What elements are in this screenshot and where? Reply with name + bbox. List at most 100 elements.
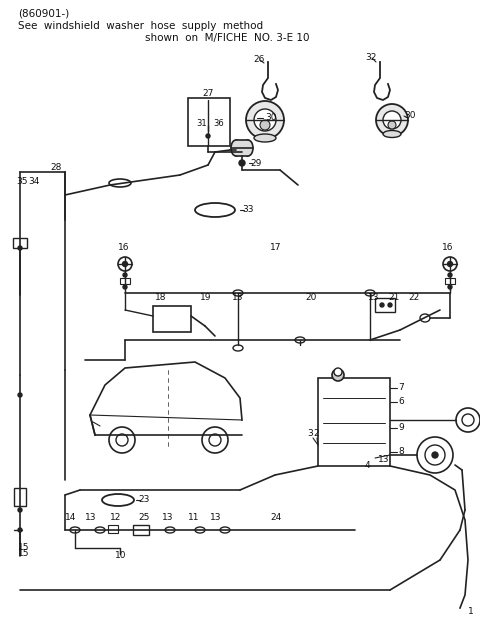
Text: 32: 32 bbox=[365, 54, 376, 63]
Circle shape bbox=[246, 101, 284, 139]
Circle shape bbox=[254, 109, 276, 131]
Text: 13: 13 bbox=[162, 514, 173, 523]
Circle shape bbox=[332, 369, 344, 381]
Text: 13: 13 bbox=[368, 293, 380, 302]
Text: 6: 6 bbox=[398, 397, 404, 406]
Circle shape bbox=[18, 393, 22, 397]
Ellipse shape bbox=[365, 290, 375, 296]
Ellipse shape bbox=[220, 527, 230, 533]
Bar bbox=[153, 306, 191, 332]
Text: 16: 16 bbox=[442, 244, 454, 253]
Text: 9: 9 bbox=[398, 424, 404, 433]
Text: 30: 30 bbox=[265, 114, 276, 122]
Circle shape bbox=[202, 427, 228, 453]
Text: 16: 16 bbox=[118, 244, 130, 253]
Ellipse shape bbox=[295, 337, 305, 343]
Text: 15: 15 bbox=[18, 544, 29, 553]
Ellipse shape bbox=[102, 494, 134, 506]
Ellipse shape bbox=[70, 527, 80, 533]
Text: 34: 34 bbox=[28, 177, 39, 186]
Text: 28: 28 bbox=[50, 163, 61, 172]
Circle shape bbox=[109, 427, 135, 453]
Text: 11: 11 bbox=[188, 514, 200, 523]
Text: 10: 10 bbox=[115, 551, 127, 560]
Ellipse shape bbox=[243, 140, 253, 156]
Circle shape bbox=[260, 120, 270, 130]
Bar bbox=[445, 278, 455, 284]
Circle shape bbox=[417, 437, 453, 473]
Bar bbox=[14, 488, 26, 506]
Circle shape bbox=[239, 160, 245, 166]
Bar bbox=[13, 238, 27, 248]
Text: 13: 13 bbox=[210, 514, 221, 523]
Text: See  windshield  washer  hose  supply  method: See windshield washer hose supply method bbox=[18, 21, 263, 31]
Circle shape bbox=[462, 414, 474, 426]
Text: 35: 35 bbox=[16, 177, 27, 186]
Text: 25: 25 bbox=[138, 514, 149, 523]
Text: 17: 17 bbox=[270, 244, 281, 253]
Text: 27: 27 bbox=[202, 89, 214, 98]
Ellipse shape bbox=[254, 134, 276, 142]
Ellipse shape bbox=[231, 140, 241, 156]
Circle shape bbox=[448, 273, 452, 277]
Circle shape bbox=[334, 368, 342, 376]
Text: 36: 36 bbox=[213, 119, 224, 128]
Ellipse shape bbox=[109, 179, 131, 187]
Ellipse shape bbox=[95, 527, 105, 533]
Circle shape bbox=[122, 262, 128, 267]
Text: 26: 26 bbox=[253, 56, 264, 64]
Text: 13: 13 bbox=[232, 293, 243, 302]
Text: 8: 8 bbox=[398, 447, 404, 457]
Circle shape bbox=[206, 134, 210, 138]
Ellipse shape bbox=[195, 203, 235, 217]
Circle shape bbox=[388, 121, 396, 129]
Circle shape bbox=[376, 104, 408, 136]
Text: 22: 22 bbox=[408, 293, 419, 302]
Circle shape bbox=[456, 408, 480, 432]
Text: 18: 18 bbox=[155, 293, 167, 302]
Circle shape bbox=[123, 273, 127, 277]
Text: (860901-): (860901-) bbox=[18, 8, 69, 18]
Circle shape bbox=[447, 262, 453, 267]
Text: 23: 23 bbox=[138, 496, 149, 505]
Text: 33: 33 bbox=[242, 205, 253, 214]
Circle shape bbox=[388, 303, 392, 307]
Bar bbox=[108, 525, 118, 533]
Circle shape bbox=[425, 445, 445, 465]
Circle shape bbox=[380, 303, 384, 307]
Bar bbox=[133, 525, 149, 535]
Bar bbox=[188, 98, 230, 146]
Text: 19: 19 bbox=[200, 293, 212, 302]
Text: 7: 7 bbox=[398, 383, 404, 392]
Circle shape bbox=[383, 111, 401, 129]
Bar bbox=[375, 298, 395, 312]
Text: 3: 3 bbox=[307, 429, 313, 438]
Text: 12: 12 bbox=[110, 514, 121, 523]
Circle shape bbox=[18, 528, 22, 532]
Text: 2: 2 bbox=[313, 429, 319, 438]
Text: 14: 14 bbox=[65, 514, 76, 523]
Text: 24: 24 bbox=[270, 514, 281, 523]
Circle shape bbox=[116, 434, 128, 446]
Text: 13: 13 bbox=[85, 514, 96, 523]
Bar bbox=[318, 378, 390, 466]
Text: 13: 13 bbox=[378, 456, 389, 464]
Text: shown  on  M/FICHE  NO. 3-E 10: shown on M/FICHE NO. 3-E 10 bbox=[145, 33, 310, 43]
Ellipse shape bbox=[233, 345, 243, 351]
Ellipse shape bbox=[383, 131, 401, 138]
Circle shape bbox=[432, 452, 438, 458]
Text: 31: 31 bbox=[196, 119, 206, 128]
Circle shape bbox=[18, 246, 22, 250]
Circle shape bbox=[123, 285, 127, 289]
Text: 1: 1 bbox=[468, 607, 474, 616]
Text: 21: 21 bbox=[388, 293, 399, 302]
Circle shape bbox=[209, 434, 221, 446]
Text: 29: 29 bbox=[250, 158, 262, 168]
Ellipse shape bbox=[233, 290, 243, 296]
Circle shape bbox=[448, 285, 452, 289]
Bar bbox=[120, 278, 130, 284]
Bar bbox=[236, 140, 248, 156]
Circle shape bbox=[18, 508, 22, 512]
Text: 4: 4 bbox=[365, 461, 371, 470]
Ellipse shape bbox=[195, 527, 205, 533]
